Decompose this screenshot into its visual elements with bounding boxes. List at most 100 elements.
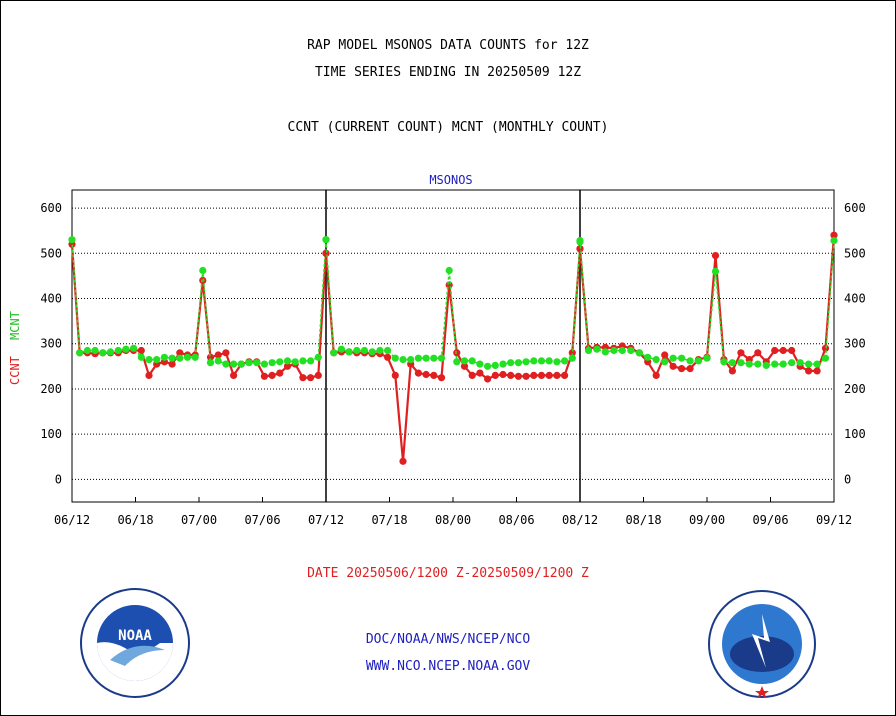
y-tick-label-left: 600 [40, 201, 62, 215]
data-point-ccnt [491, 371, 499, 379]
data-point-ccnt [499, 370, 507, 379]
data-point-ccnt [771, 346, 779, 355]
x-tick-label: 07/06 [244, 513, 280, 527]
x-tick-label: 07/18 [371, 513, 407, 527]
data-point-ccnt [430, 371, 438, 379]
data-point-mcnt [476, 360, 484, 368]
data-point-mcnt [507, 359, 515, 367]
data-point-mcnt [561, 357, 569, 365]
data-point-ccnt [168, 360, 176, 368]
data-point-mcnt [407, 356, 415, 364]
data-point-mcnt [771, 360, 779, 368]
data-point-mcnt [337, 345, 345, 353]
svg-text:NOAA: NOAA [118, 628, 152, 644]
data-point-mcnt [68, 236, 76, 244]
y-tick-label-left: 0 [55, 472, 62, 486]
data-point-ccnt [805, 367, 813, 375]
data-point-ccnt [661, 351, 669, 359]
data-point-ccnt [276, 369, 284, 377]
noaa-logo: NOAA [80, 588, 190, 698]
data-point-mcnt [399, 356, 407, 364]
data-point-mcnt [199, 266, 207, 275]
data-point-ccnt [283, 362, 292, 370]
data-point-ccnt [384, 353, 392, 361]
data-point-mcnt [422, 354, 430, 362]
data-point-mcnt [183, 353, 192, 361]
x-tick-label: 08/00 [435, 513, 471, 527]
series-line-mcnt [325, 239, 581, 368]
data-point-mcnt [322, 236, 330, 244]
data-point-mcnt [627, 346, 635, 355]
data-point-mcnt [652, 356, 660, 364]
data-point-mcnt [669, 354, 677, 362]
data-point-ccnt [422, 370, 430, 379]
data-point-ccnt [414, 369, 422, 377]
data-point-ccnt [206, 353, 215, 361]
data-point-mcnt [353, 346, 361, 355]
data-point-ccnt [537, 371, 546, 379]
data-point-ccnt [711, 252, 720, 260]
data-point-mcnt [360, 346, 369, 355]
data-point-ccnt [268, 371, 276, 379]
data-point-mcnt [307, 357, 315, 365]
data-point-mcnt [720, 358, 728, 366]
data-point-ccnt [686, 365, 694, 373]
data-point-mcnt [678, 354, 686, 362]
chart-title-line2: TIME SERIES ENDING IN 20250509 12Z [314, 65, 582, 80]
footer-url[interactable]: WWW.NCO.NCEP.NOAA.GOV [365, 659, 531, 674]
x-tick-label: 07/00 [181, 513, 217, 527]
data-point-mcnt [160, 353, 168, 361]
data-point-ccnt [728, 367, 737, 375]
series-line-ccnt [70, 244, 328, 379]
y-tick-label-right: 600 [844, 201, 866, 215]
data-point-mcnt [145, 356, 153, 364]
data-point-mcnt [222, 360, 230, 368]
data-point-ccnt [568, 349, 576, 357]
data-point-mcnt [618, 346, 626, 355]
data-point-mcnt [537, 357, 546, 365]
data-point-mcnt [245, 359, 253, 367]
data-point-mcnt [206, 359, 215, 367]
national-weather-service-logo [708, 590, 816, 698]
y-tick-label-right: 100 [844, 427, 866, 441]
data-point-ccnt [514, 372, 523, 380]
data-point-mcnt [291, 358, 299, 366]
y-tick-labels: 0 0 100 100 200 200 300 300 400 400 500 500 600 600 [40, 201, 865, 486]
data-point-mcnt [522, 358, 530, 366]
data-point-ccnt [391, 371, 399, 379]
data-point-mcnt [176, 354, 184, 362]
plot-area-border [71, 189, 835, 503]
data-point-mcnt [499, 360, 507, 368]
data-point-mcnt [821, 354, 830, 362]
x-tick-label: 08/18 [625, 513, 661, 527]
x-tick-label: 06/12 [54, 513, 90, 527]
data-point-mcnt [728, 359, 737, 367]
data-point-mcnt [530, 357, 538, 365]
data-point-mcnt [593, 345, 601, 353]
y-tick-label-left: 500 [40, 246, 62, 260]
data-point-mcnt [283, 357, 292, 365]
ylabel-mcnt: MCNT [8, 311, 22, 340]
x-tick-labels: 06/12 06/18 07/00 07/06 07/12 07/18 08/00 08/06… [54, 497, 852, 527]
panel-title: MSONOS [429, 173, 472, 187]
date-range-label: DATE 20250506/1200 Z-20250509/1200 Z [307, 566, 589, 581]
data-point-mcnt [745, 360, 753, 368]
data-point-mcnt [276, 358, 284, 366]
data-point-mcnt [644, 353, 652, 361]
data-point-ccnt [214, 351, 222, 359]
gridlines [72, 207, 834, 480]
data-point-mcnt [610, 346, 618, 355]
data-point-mcnt [437, 354, 446, 362]
x-tick-label: 07/12 [308, 513, 344, 527]
x-tick-label: 09/00 [689, 513, 725, 527]
data-point-mcnt [788, 359, 796, 367]
data-point-mcnt [137, 353, 145, 361]
data-point-ccnt [222, 349, 230, 357]
data-point-ccnt [522, 372, 530, 380]
data-point-mcnt [703, 354, 711, 362]
data-point-ccnt [779, 346, 787, 355]
data-point-mcnt [484, 362, 492, 370]
data-point-ccnt [484, 375, 492, 383]
data-point-ccnt [307, 374, 315, 382]
data-point-mcnt [83, 346, 91, 355]
